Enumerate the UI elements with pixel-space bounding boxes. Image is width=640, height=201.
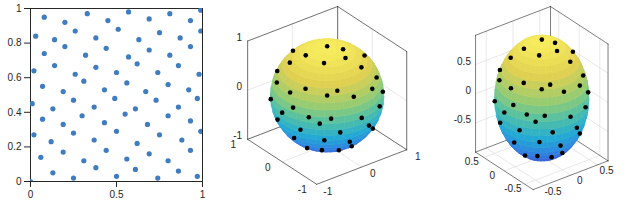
svg-text:0.5: 0.5 [457, 56, 471, 67]
svg-text:0: 0 [265, 162, 271, 173]
svg-text:1: 1 [200, 189, 206, 200]
svg-text:0.5: 0.5 [465, 156, 479, 167]
svg-text:0.8: 0.8 [8, 37, 22, 48]
svg-text:0: 0 [28, 189, 34, 200]
svg-text:-1: -1 [233, 130, 242, 141]
svg-text:0.2: 0.2 [8, 141, 22, 152]
svg-text:0.5: 0.5 [110, 189, 124, 200]
svg-text:-0.5: -0.5 [454, 114, 472, 125]
svg-text:-1: -1 [323, 186, 332, 197]
svg-text:1: 1 [16, 3, 22, 14]
svg-text:0: 0 [577, 175, 583, 186]
svg-text:0: 0 [370, 168, 376, 179]
svg-text:-0.5: -0.5 [504, 183, 522, 194]
svg-text:0.6: 0.6 [8, 72, 22, 83]
svg-text:0: 0 [237, 81, 243, 92]
svg-text:-0.5: -0.5 [544, 186, 562, 197]
svg-text:0.5: 0.5 [600, 165, 614, 176]
svg-text:1: 1 [237, 32, 243, 43]
svg-text:0.4: 0.4 [8, 107, 22, 118]
svg-text:0: 0 [16, 176, 22, 187]
svg-text:1: 1 [230, 139, 236, 150]
svg-text:0: 0 [465, 85, 471, 96]
svg-text:1: 1 [415, 151, 421, 162]
svg-text:0: 0 [490, 170, 496, 181]
svg-text:-1: -1 [298, 184, 307, 195]
